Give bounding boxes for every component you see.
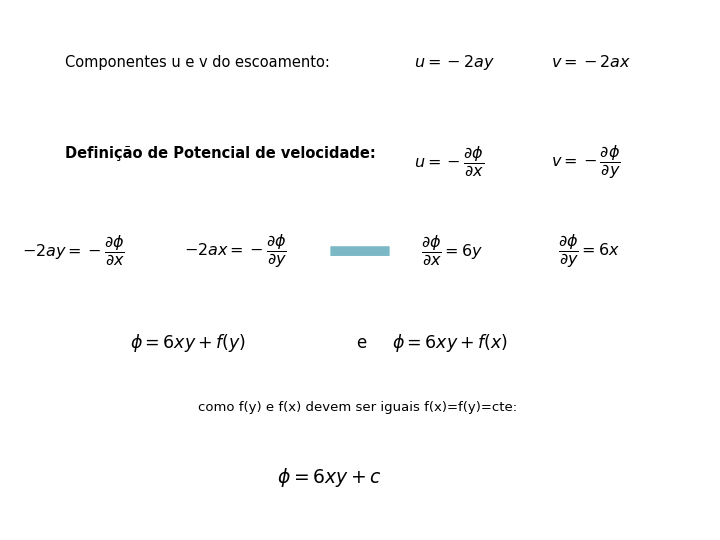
- Text: $\phi = 6xy + c$: $\phi = 6xy + c$: [277, 467, 382, 489]
- FancyArrowPatch shape: [330, 241, 390, 261]
- Text: $\dfrac{\partial\phi}{\partial y} = 6x$: $\dfrac{\partial\phi}{\partial y} = 6x$: [558, 232, 620, 270]
- Text: e: e: [356, 334, 366, 352]
- Text: $v = -\dfrac{\partial\phi}{\partial y}$: $v = -\dfrac{\partial\phi}{\partial y}$: [551, 143, 621, 181]
- Text: $u = -2ay$: $u = -2ay$: [414, 52, 495, 72]
- Text: $\dfrac{\partial\phi}{\partial x} = 6y$: $\dfrac{\partial\phi}{\partial x} = 6y$: [421, 234, 484, 268]
- Text: $\phi = 6xy + f(x)$: $\phi = 6xy + f(x)$: [392, 332, 508, 354]
- Text: Definição de Potencial de velocidade:: Definição de Potencial de velocidade:: [65, 146, 376, 161]
- Text: $u = -\dfrac{\partial\phi}{\partial x}$: $u = -\dfrac{\partial\phi}{\partial x}$: [414, 145, 485, 179]
- Text: $-2ay = -\dfrac{\partial\phi}{\partial x}$: $-2ay = -\dfrac{\partial\phi}{\partial x…: [22, 234, 125, 268]
- Text: $\phi = 6xy + f(y)$: $\phi = 6xy + f(y)$: [130, 332, 246, 354]
- Text: como f(y) e f(x) devem ser iguais f(x)=f(y)=cte:: como f(y) e f(x) devem ser iguais f(x)=f…: [198, 401, 517, 414]
- Text: Componentes u e v do escoamento:: Componentes u e v do escoamento:: [65, 55, 330, 70]
- Text: $v = -2ax$: $v = -2ax$: [551, 54, 631, 70]
- Text: $-2ax = -\dfrac{\partial\phi}{\partial y}$: $-2ax = -\dfrac{\partial\phi}{\partial y…: [184, 232, 287, 270]
